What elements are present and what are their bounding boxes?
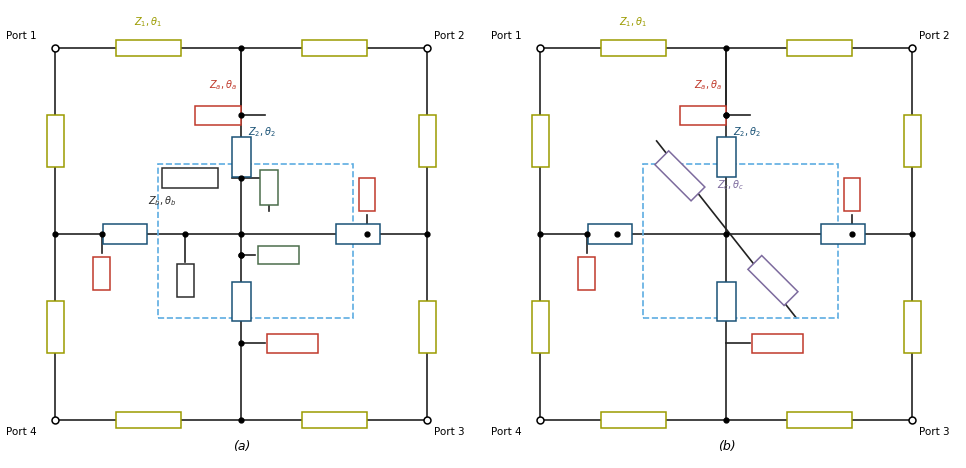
Text: Port 2: Port 2 (919, 31, 950, 41)
Text: Port 4: Port 4 (7, 427, 37, 437)
Text: Port 1: Port 1 (7, 31, 37, 41)
Bar (116, 412, 181, 429)
Bar (787, 39, 852, 56)
Bar (335, 224, 380, 244)
Text: $Z_1,\theta_1$: $Z_1,\theta_1$ (619, 15, 647, 29)
Text: Port 3: Port 3 (434, 427, 465, 437)
Bar (46, 116, 64, 167)
Bar (419, 116, 436, 167)
Bar (904, 116, 921, 167)
Text: Port 3: Port 3 (919, 427, 950, 437)
Bar (301, 39, 367, 56)
Bar (601, 39, 666, 56)
Bar (642, 164, 838, 318)
Text: Port 2: Port 2 (434, 31, 465, 41)
Text: $Z_a,\theta_a$: $Z_a,\theta_a$ (209, 78, 237, 92)
Text: (b): (b) (718, 439, 735, 453)
Bar (532, 116, 549, 167)
Text: $Z_2,\theta_2$: $Z_2,\theta_2$ (248, 125, 276, 139)
Bar (748, 256, 798, 306)
Bar (162, 168, 218, 188)
Text: Port 1: Port 1 (492, 31, 522, 41)
Text: $Z_1,\theta_1$: $Z_1,\theta_1$ (134, 15, 162, 29)
Text: $Z_2,\theta_2$: $Z_2,\theta_2$ (733, 125, 761, 139)
Bar (820, 224, 865, 244)
Bar (904, 301, 921, 352)
Bar (680, 106, 726, 125)
Bar (717, 282, 736, 321)
Bar (301, 412, 367, 429)
Bar (46, 301, 64, 352)
Text: $Z_b,\theta_b$: $Z_b,\theta_b$ (148, 195, 177, 208)
Bar (655, 151, 705, 201)
Bar (717, 138, 736, 177)
Bar (157, 164, 353, 318)
Bar (94, 257, 110, 290)
Bar (532, 301, 549, 352)
Bar (103, 224, 147, 244)
Bar (116, 39, 181, 56)
Bar (195, 106, 242, 125)
Text: $Z_a,\theta_a$: $Z_a,\theta_a$ (694, 78, 722, 92)
Bar (579, 257, 595, 290)
Bar (232, 138, 251, 177)
Text: (a): (a) (233, 439, 250, 453)
Bar (419, 301, 436, 352)
Bar (601, 412, 666, 429)
Bar (267, 334, 318, 352)
Bar (232, 282, 251, 321)
Bar (588, 224, 632, 244)
Bar (261, 170, 278, 205)
Bar (752, 334, 803, 352)
Text: Port 4: Port 4 (492, 427, 522, 437)
Bar (358, 178, 376, 211)
Bar (843, 178, 861, 211)
Bar (787, 412, 852, 429)
Bar (177, 264, 194, 297)
Bar (258, 246, 299, 264)
Text: $Z_c,\theta_c$: $Z_c,\theta_c$ (717, 178, 745, 192)
